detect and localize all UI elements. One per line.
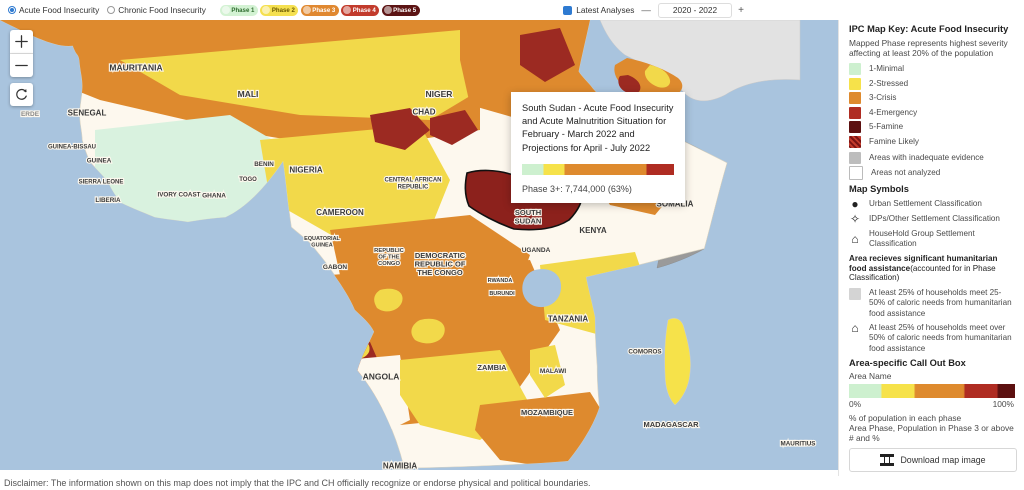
svg-text:BENIN: BENIN xyxy=(254,161,274,168)
svg-text:TANZANIA: TANZANIA xyxy=(548,314,589,323)
svg-text:NIGERIA: NIGERIA xyxy=(289,166,323,175)
svg-text:KENYA: KENYA xyxy=(579,226,606,235)
svg-text:ANGOLA: ANGOLA xyxy=(363,371,400,381)
svg-text:MOZAMBIQUE: MOZAMBIQUE xyxy=(521,408,573,417)
svg-text:UGANDA: UGANDA xyxy=(522,247,551,254)
svg-text:MALAWI: MALAWI xyxy=(540,368,567,375)
svg-text:TOGO: TOGO xyxy=(239,177,257,183)
svg-text:BURUNDI: BURUNDI xyxy=(489,291,515,297)
svg-text:IVORY COAST: IVORY COAST xyxy=(157,191,200,198)
svg-text:RWANDA: RWANDA xyxy=(488,278,513,284)
svg-text:GUINEA-BISSAU: GUINEA-BISSAU xyxy=(48,145,96,151)
svg-text:NIGER: NIGER xyxy=(426,89,453,99)
svg-text:ZAMBIA: ZAMBIA xyxy=(477,363,507,372)
svg-text:LIBERIA: LIBERIA xyxy=(95,197,121,204)
svg-text:GUINEA: GUINEA xyxy=(87,157,112,164)
svg-text:MALI: MALI xyxy=(238,89,259,99)
svg-text:GHANA: GHANA xyxy=(202,192,226,199)
svg-text:NAMIBIA: NAMIBIA xyxy=(383,461,417,470)
svg-text:MADAGASCAR: MADAGASCAR xyxy=(644,420,700,429)
svg-text:MAURITIUS: MAURITIUS xyxy=(781,440,816,447)
svg-text:SIERRA LEONE: SIERRA LEONE xyxy=(79,180,124,186)
svg-text:SENEGAL: SENEGAL xyxy=(68,109,107,118)
svg-text:MAURITANIA: MAURITANIA xyxy=(109,63,162,73)
svg-text:CHAD: CHAD xyxy=(412,108,435,117)
svg-text:ERDE: ERDE xyxy=(21,111,40,118)
svg-text:COMOROS: COMOROS xyxy=(628,349,661,356)
svg-text:GABON: GABON xyxy=(323,264,348,271)
svg-text:CAMEROON: CAMEROON xyxy=(316,208,364,217)
